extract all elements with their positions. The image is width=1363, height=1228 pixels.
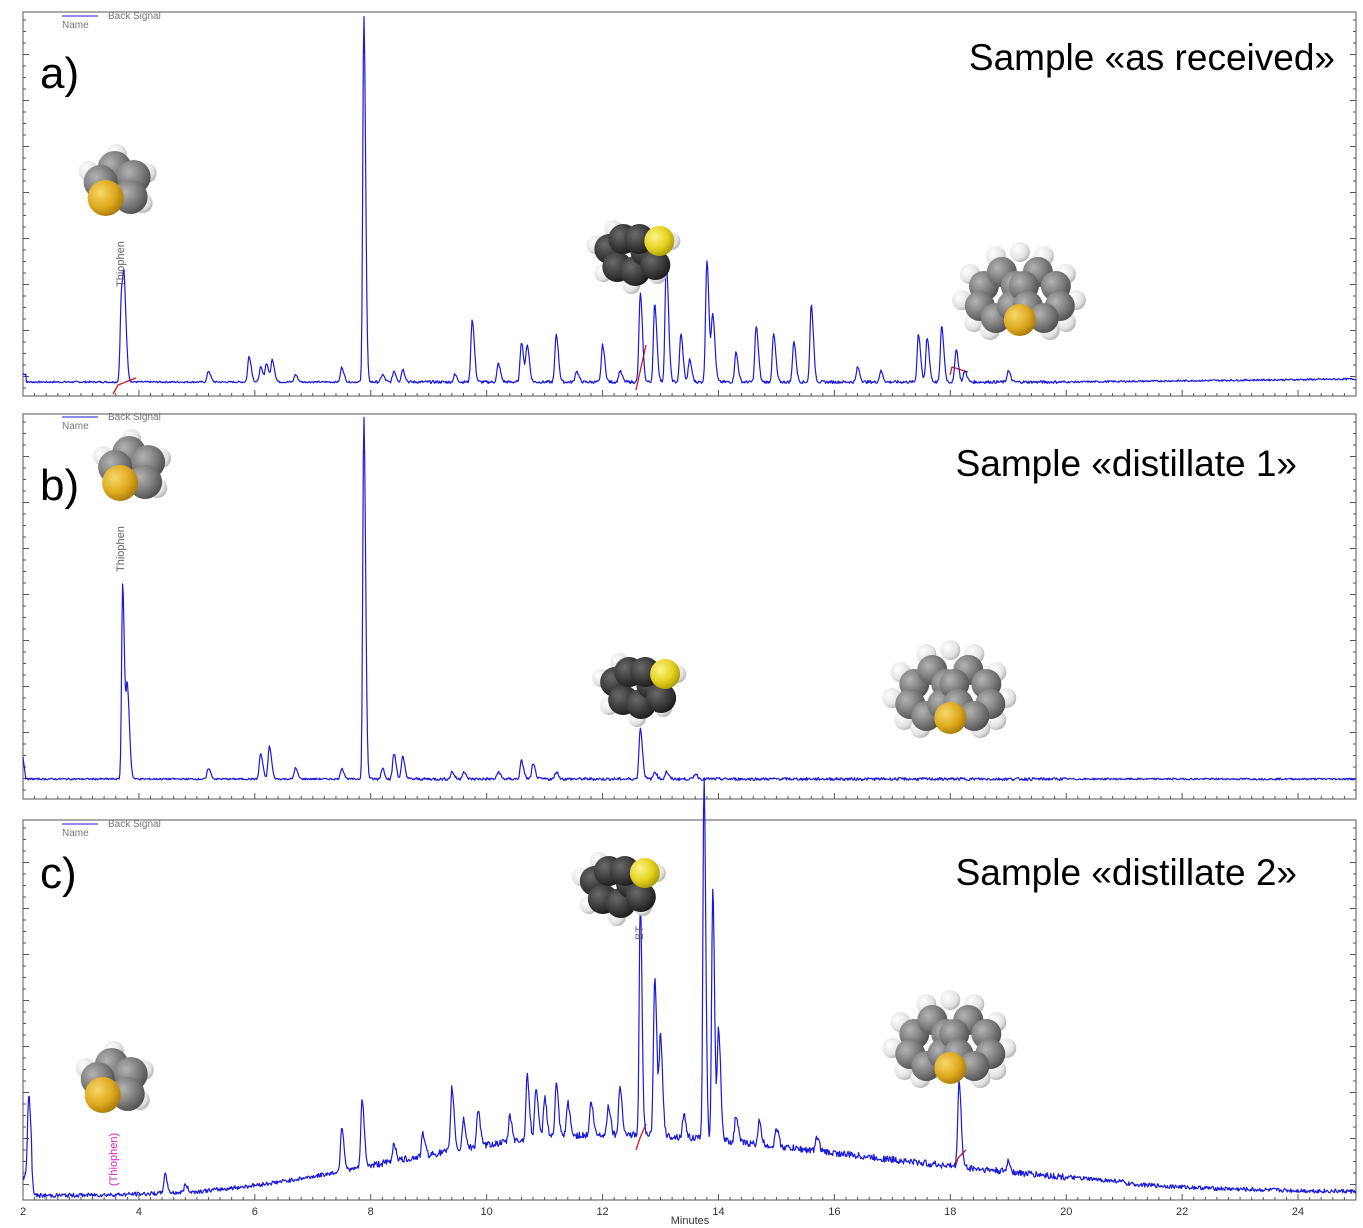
legend-name-label: Name xyxy=(62,828,89,839)
carbon-atom xyxy=(113,180,148,214)
sulfur-atom xyxy=(629,858,660,888)
x-tick-label: 10 xyxy=(481,1206,493,1218)
peak-annotations: Thiophen xyxy=(115,241,127,287)
peak-annotations: Thiophen xyxy=(115,526,127,572)
peak-annotation: Thiophen xyxy=(115,526,127,572)
thiophene-molecule-icon xyxy=(78,144,157,216)
dibenzothiophene-molecule-icon xyxy=(882,990,1017,1088)
legend-series-label: Back Signal xyxy=(108,412,161,423)
sulfur-atom xyxy=(644,226,675,256)
x-tick-label: 6 xyxy=(252,1206,258,1218)
legend-series-label: Back Signal xyxy=(108,11,161,22)
sulfur-atom xyxy=(84,1077,121,1113)
panel-label: a) xyxy=(40,49,79,98)
molecules xyxy=(93,429,1017,738)
legend-series-label: Back Signal xyxy=(108,819,161,830)
sample-title: Sample «distillate 1» xyxy=(956,443,1297,484)
baseline-marker xyxy=(112,377,137,395)
panel-b: Back Signal Name b) Sample «distillate 1… xyxy=(22,412,1357,800)
sulfur-atom xyxy=(1003,304,1036,336)
panel-label: b) xyxy=(40,461,79,510)
sulfur-atom xyxy=(102,465,139,501)
x-tick-label: 18 xyxy=(944,1206,956,1218)
x-tick-label: 8 xyxy=(368,1206,374,1218)
benzothiophene-molecule-icon xyxy=(586,220,681,294)
panel-c: Back Signal Name c) Sample «distillate 2… xyxy=(20,778,1357,1227)
panel-a: Back Signal Name a) Sample «as received»… xyxy=(22,11,1357,397)
x-tick-label: 12 xyxy=(596,1206,608,1218)
carbon-atom xyxy=(646,683,677,713)
x-axis-title: Minutes xyxy=(671,1215,710,1227)
hydrogen-atom xyxy=(940,640,961,660)
sulfur-atom xyxy=(934,1052,967,1084)
dibenzothiophene-molecule-icon xyxy=(951,242,1086,340)
sample-title: Sample «as received» xyxy=(969,37,1335,78)
x-tick-label: 2 xyxy=(20,1206,26,1218)
thiophene-molecule-icon xyxy=(75,1041,154,1113)
x-tick-label: 4 xyxy=(136,1206,142,1218)
panel-a-markers xyxy=(112,344,969,395)
signal-trace xyxy=(22,16,1357,384)
x-tick-label: 24 xyxy=(1292,1206,1304,1218)
x-tick-label: 14 xyxy=(712,1206,724,1218)
legend-name-label: Name xyxy=(62,421,89,432)
hydrogen-atom xyxy=(1009,242,1030,262)
x-tick-label: 20 xyxy=(1060,1206,1072,1218)
dibenzothiophene-molecule-icon xyxy=(882,640,1017,738)
sulfur-atom xyxy=(87,180,124,216)
carbon-atom xyxy=(1028,303,1059,333)
x-tick-label: 16 xyxy=(828,1206,840,1218)
sulfur-atom xyxy=(934,702,967,734)
sample-title: Sample «distillate 2» xyxy=(956,852,1297,893)
peak-annotation: BT xyxy=(634,926,646,940)
peak-annotation: Thiophen xyxy=(115,241,127,287)
thiophene-molecule-icon xyxy=(93,429,172,501)
x-axis-labels: 2 4 6 8 10 12 14 16 18 20 22 24 xyxy=(20,1206,1304,1218)
signal-trace xyxy=(22,416,1357,781)
panel-a-legend: Back Signal Name xyxy=(62,11,161,31)
signal-trace xyxy=(22,778,1357,1199)
carbon-atom xyxy=(625,882,656,912)
baseline-marker xyxy=(949,366,969,376)
panel-a-ticks xyxy=(22,19,1357,396)
sulfur-atom xyxy=(650,659,681,689)
panel-label: c) xyxy=(40,849,77,898)
molecules xyxy=(75,852,1017,1113)
carbon-atom xyxy=(959,1051,990,1081)
carbon-atom xyxy=(110,1077,145,1111)
peak-annotation: (Thiophen) xyxy=(108,1133,120,1186)
panel-c-frame xyxy=(22,819,1357,1201)
carbon-atom xyxy=(128,465,163,499)
benzothiophene-molecule-icon xyxy=(571,852,666,926)
x-tick-label: 22 xyxy=(1176,1206,1188,1218)
hydrogen-atom xyxy=(940,990,961,1010)
legend-name-label: Name xyxy=(62,20,89,31)
panel-c-ticks xyxy=(22,827,1357,1200)
molecules xyxy=(78,144,1086,340)
panel-c-legend: Back Signal Name xyxy=(62,819,161,839)
carbon-atom xyxy=(959,701,990,731)
benzothiophene-molecule-icon xyxy=(592,653,687,727)
panel-b-legend: Back Signal Name xyxy=(62,412,161,432)
peak-annotations: (Thiophen) BT xyxy=(108,926,646,1186)
baseline-marker xyxy=(635,1123,647,1151)
carbon-atom xyxy=(640,250,671,280)
